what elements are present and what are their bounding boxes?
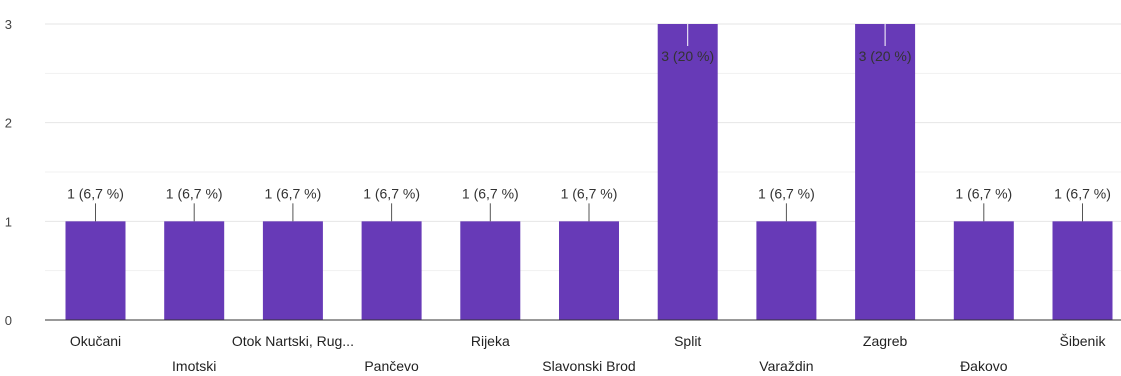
data-label: 1 (6,7 %) bbox=[561, 185, 618, 201]
bars bbox=[65, 24, 1113, 320]
x-category-label: Otok Nartski, Rug... bbox=[232, 333, 354, 349]
bar bbox=[1052, 221, 1113, 320]
x-category-label: Šibenik bbox=[1060, 333, 1107, 349]
data-label: 1 (6,7 %) bbox=[264, 185, 321, 201]
bar bbox=[559, 221, 619, 320]
data-label: 1 (6,7 %) bbox=[462, 185, 519, 201]
bar bbox=[164, 221, 225, 320]
bar bbox=[361, 221, 422, 320]
bar bbox=[953, 221, 1014, 320]
x-category-label: Varaždin bbox=[759, 358, 813, 374]
data-label: 1 (6,7 %) bbox=[758, 185, 815, 201]
x-category-label: Slavonski Brod bbox=[542, 358, 635, 374]
x-category-label: Rijeka bbox=[471, 333, 510, 349]
data-labels: 1 (6,7 %) 1 (6,7 %) 1 (6,7 %) 1 (6,7 %) 1 (6… bbox=[67, 24, 1111, 222]
data-label: 1 (6,7 %) bbox=[1054, 185, 1111, 201]
data-label: 3 (20 %) bbox=[859, 48, 912, 64]
bar bbox=[756, 221, 817, 320]
y-axis-ticks: 0 1 2 3 bbox=[5, 17, 12, 328]
data-label: 3 (20 %) bbox=[661, 48, 714, 64]
bar bbox=[262, 221, 323, 320]
x-category-label: Imotski bbox=[172, 358, 216, 374]
data-label: 1 (6,7 %) bbox=[955, 185, 1012, 201]
bar bbox=[855, 24, 916, 320]
y-tick-label: 2 bbox=[5, 116, 12, 131]
grid-lines bbox=[45, 23, 1121, 272]
x-category-label: Okučani bbox=[70, 333, 121, 349]
bar bbox=[65, 221, 126, 320]
y-tick-label: 3 bbox=[5, 17, 12, 32]
x-category-label: Pančevo bbox=[364, 358, 419, 374]
data-label: 1 (6,7 %) bbox=[166, 185, 223, 201]
y-tick-label: 1 bbox=[5, 214, 12, 229]
y-tick-label: 0 bbox=[5, 313, 12, 328]
x-category-label: Zagreb bbox=[863, 333, 908, 349]
x-axis-categories: Okučani Imotski Otok Nartski, Rug... Pančev… bbox=[70, 333, 1107, 374]
x-category-label: Đakovo bbox=[960, 358, 1008, 374]
data-label: 1 (6,7 %) bbox=[67, 185, 124, 201]
data-label: 1 (6,7 %) bbox=[363, 185, 420, 201]
bar bbox=[657, 24, 718, 320]
bar bbox=[460, 221, 521, 320]
x-category-label: Split bbox=[674, 333, 701, 349]
